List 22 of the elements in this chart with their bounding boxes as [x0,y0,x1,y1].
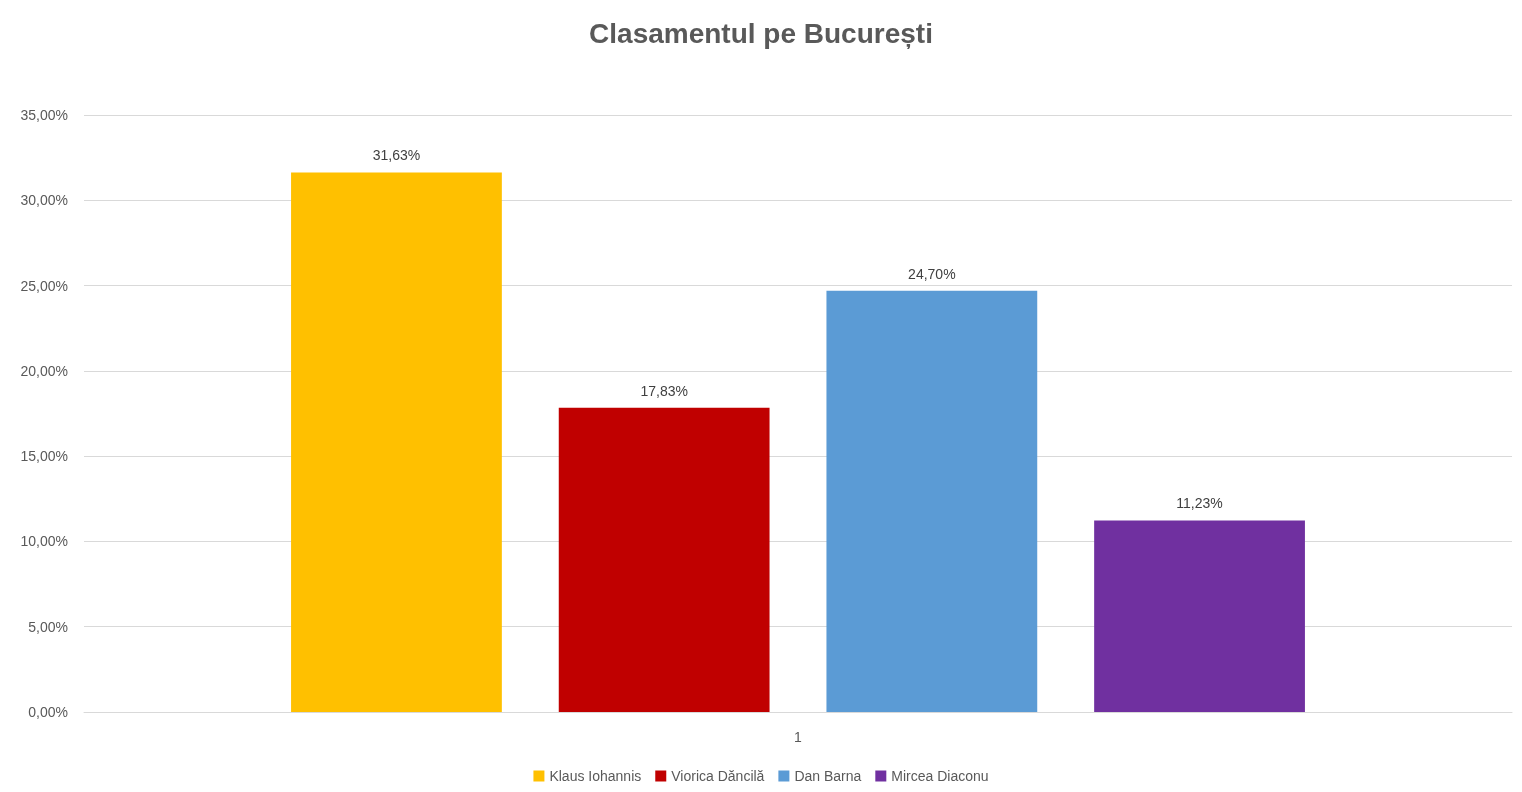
x-tick-label: 1 [794,729,803,745]
bar [291,172,502,712]
data-label: 24,70% [908,265,956,282]
y-tick-label: 0,00% [28,704,68,720]
y-tick-label: 25,00% [20,277,68,294]
data-label: 11,23% [1176,495,1223,512]
data-label: 17,83% [640,382,688,399]
legend-label: Dan Barna [794,768,862,784]
legend-label: Klaus Iohannis [549,768,642,784]
y-tick-label: 5,00% [28,618,68,635]
bar [558,407,770,712]
y-tick-label: 30,00% [20,192,68,209]
chart-title: Clasamentul pe București [589,17,933,49]
y-tick-label: 35,00% [20,107,68,123]
legend-label: Mircea Diaconu [891,768,989,784]
data-label: 31,63% [372,147,421,164]
y-tick-label: 15,00% [20,448,68,465]
legend-label: Viorica Dăncilă [671,768,765,784]
y-tick-label: 20,00% [20,362,68,379]
bar [826,290,1038,712]
bar [1094,520,1305,712]
y-tick-label: 10,00% [20,533,68,550]
